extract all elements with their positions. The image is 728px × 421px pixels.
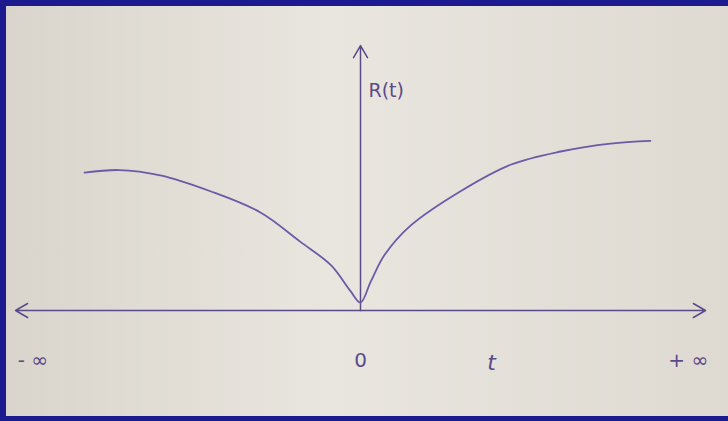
svg-text:R(t): R(t): [369, 79, 404, 101]
svg-text:- ∞: - ∞: [18, 348, 48, 372]
svg-text:0: 0: [354, 348, 367, 372]
svg-text:t: t: [487, 350, 497, 375]
svg-text:+ ∞: + ∞: [668, 348, 708, 372]
